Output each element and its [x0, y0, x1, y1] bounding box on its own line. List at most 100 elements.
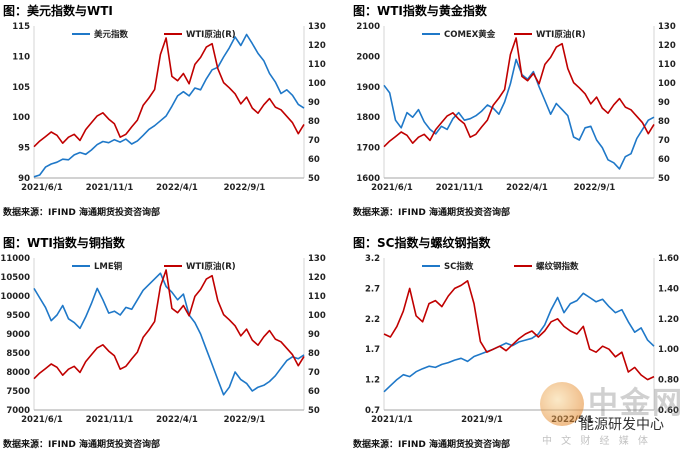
chart-title: 图：美元指数与WTI — [3, 4, 113, 18]
right-tick-label: 50 — [308, 406, 320, 416]
right-tick-label: 90 — [308, 98, 320, 108]
right-tick-label: 90 — [658, 98, 670, 108]
series-line-1 — [383, 58, 655, 170]
left-tick-label: 115 — [12, 22, 30, 32]
chart-source: 数据来源：IFIND 海通期货投资咨询部 — [353, 440, 510, 450]
chart-usd-wti: 90 95 100 105 110 115 50 60 70 80 90 100 110 120 130 20… — [12, 22, 326, 193]
chart-source: 数据来源：IFIND 海通期货投资咨询部 — [3, 440, 160, 450]
x-tick-label: 2021/11/1 — [86, 415, 134, 425]
left-tick-label: 10000 — [0, 292, 30, 302]
left-tick-label: 11000 — [0, 254, 30, 264]
chart-sc-rebar: 0.7 1.2 1.7 2.2 2.7 3.2 0.60 0.80 1.00 1.20 1.40 1.… — [365, 254, 679, 425]
x-tick-label: 2022/4/1 — [506, 183, 548, 193]
x-tick-label: 2021/6/1 — [21, 183, 63, 193]
right-tick-label: 1.00 — [658, 345, 679, 355]
right-tick-label: 1.60 — [658, 254, 679, 264]
chart-title: 图：SC指数与螺纹钢指数 — [353, 236, 491, 250]
legend-label: LME铜 — [94, 261, 123, 272]
left-tick-label: 2100 — [356, 22, 380, 32]
right-tick-label: 80 — [308, 349, 320, 359]
chart-source: 数据来源：IFIND 海通期货投资咨询部 — [3, 208, 160, 218]
right-tick-label: 110 — [658, 60, 676, 70]
left-tick-label: 9500 — [6, 311, 30, 321]
right-tick-label: 50 — [658, 174, 670, 184]
left-tick-label: 2.2 — [365, 315, 380, 325]
left-tick-label: 95 — [18, 144, 30, 154]
left-tick-label: 7500 — [6, 387, 30, 397]
right-tick-label: 80 — [658, 117, 670, 127]
right-tick-label: 60 — [308, 155, 320, 165]
right-tick-label: 1.40 — [658, 284, 679, 294]
right-tick-label: 50 — [308, 174, 320, 184]
left-tick-label: 100 — [12, 113, 30, 123]
left-tick-label: 0.7 — [365, 406, 380, 416]
chart-title: 图：WTI指数与黄金指数 — [353, 4, 487, 18]
series-line-1 — [33, 33, 305, 178]
left-tick-label: 7000 — [6, 406, 30, 416]
right-tick-label: 70 — [658, 136, 670, 146]
x-tick-label: 2021/11/1 — [436, 183, 484, 193]
left-tick-label: 90 — [18, 174, 30, 184]
x-tick-label: 2022/4/1 — [156, 183, 198, 193]
right-tick-label: 70 — [308, 136, 320, 146]
legend-label: COMEX黄金 — [444, 29, 496, 40]
right-tick-label: 120 — [308, 273, 326, 283]
chart-panel-wti-gold: 图：WTI指数与黄金指数 1600 1700 1800 1900 2000 2100 50 6… — [350, 0, 694, 226]
left-tick-label: 1.2 — [365, 376, 380, 386]
x-tick-label: 2021/11/1 — [86, 183, 134, 193]
series-line-1 — [383, 292, 655, 393]
x-tick-label: 2021/9/1 — [461, 415, 503, 425]
chart-wti-copper: 7000 7500 8000 8500 9000 9500 10000 10500 11000 5… — [0, 254, 326, 425]
legend-label: WTI原油(R) — [186, 261, 236, 272]
right-tick-label: 130 — [308, 22, 326, 32]
chart-panel-wti-copper: 图：WTI指数与铜指数 7000 7500 8000 8500 9000 9500 1000… — [0, 232, 344, 458]
left-tick-label: 110 — [12, 52, 30, 62]
series-line-2 — [383, 37, 655, 148]
left-tick-label: 1800 — [356, 113, 380, 123]
legend-label: WTI原油(R) — [536, 29, 586, 40]
x-tick-label: 2022/9/1 — [574, 183, 616, 193]
legend-label: SC指数 — [444, 261, 474, 272]
x-tick-label: 2021/6/1 — [21, 415, 63, 425]
right-tick-label: 120 — [658, 41, 676, 51]
right-tick-label: 60 — [308, 387, 320, 397]
left-tick-label: 9000 — [6, 330, 30, 340]
left-tick-label: 105 — [12, 83, 30, 93]
legend-label: 美元指数 — [94, 29, 129, 40]
right-tick-label: 130 — [658, 22, 676, 32]
x-tick-label: 2022/9/1 — [224, 415, 266, 425]
right-tick-label: 1.20 — [658, 315, 679, 325]
right-tick-label: 120 — [308, 41, 326, 51]
left-tick-label: 1600 — [356, 174, 380, 184]
x-tick-label: 2021/1/1 — [371, 415, 413, 425]
x-tick-label: 2021/6/1 — [371, 183, 413, 193]
right-tick-label: 110 — [308, 60, 326, 70]
right-tick-label: 80 — [308, 117, 320, 127]
series-line-2 — [33, 269, 305, 380]
right-tick-label: 70 — [308, 368, 320, 378]
right-tick-label: 110 — [308, 292, 326, 302]
left-tick-label: 1900 — [356, 83, 380, 93]
right-tick-label: 130 — [308, 254, 326, 264]
series-line-2 — [33, 37, 305, 148]
right-tick-label: 90 — [308, 330, 320, 340]
chart-panel-usd-wti: 图：美元指数与WTI 90 95 100 105 110 115 50 60 70 80 90 100… — [0, 0, 344, 226]
x-tick-label: 2022/9/1 — [224, 183, 266, 193]
chart-title: 图：WTI指数与铜指数 — [3, 236, 125, 250]
right-tick-label: 100 — [308, 311, 326, 321]
chart-wti-gold: 1600 1700 1800 1900 2000 2100 50 60 70 80 90 100 110… — [356, 22, 676, 193]
left-tick-label: 8000 — [6, 368, 30, 378]
x-tick-label: 2022/5/1 — [551, 415, 593, 425]
left-tick-label: 3.2 — [365, 254, 380, 264]
left-tick-label: 8500 — [6, 349, 30, 359]
left-tick-label: 2000 — [356, 52, 380, 62]
right-tick-label: 100 — [658, 79, 676, 89]
right-tick-label: 0.80 — [658, 376, 679, 386]
right-tick-label: 100 — [308, 79, 326, 89]
legend-label: WTI原油(R) — [186, 29, 236, 40]
right-tick-label: 60 — [658, 155, 670, 165]
x-tick-label: 2022/4/1 — [156, 415, 198, 425]
left-tick-label: 2.7 — [365, 284, 380, 294]
left-tick-label: 10500 — [0, 273, 30, 283]
right-tick-label: 0.60 — [658, 406, 679, 416]
